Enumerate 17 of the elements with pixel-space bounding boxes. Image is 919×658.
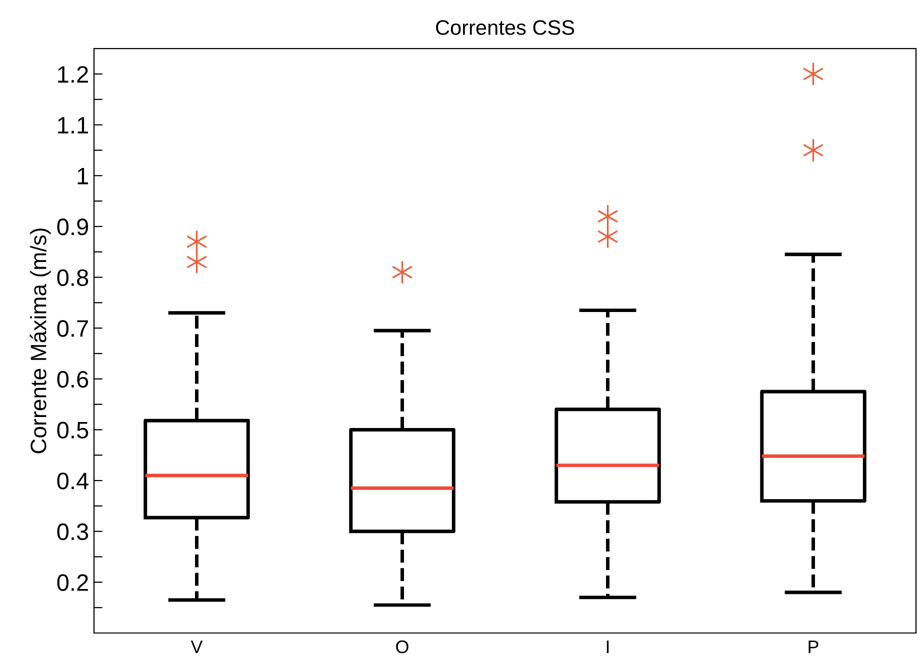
y-axis-title: Corrente Máxima (m/s) [30,228,51,454]
y-tick-label: 1.2 [58,66,88,83]
y-tick-label: 0.2 [57,574,88,591]
x-tick-label: V [190,640,203,654]
y-tick-label: 0.4 [57,472,88,490]
x-tick-label: I [606,640,609,654]
y-tick-label: 0.8 [57,269,88,286]
y-tick-label: 0.9 [57,218,88,236]
x-tick-label: O [396,640,408,654]
chart-title: Correntes CSS [436,20,574,35]
x-tick-label: P [808,640,818,654]
y-tick-label: 0.5 [57,422,88,439]
y-tick-label: 0.3 [57,523,88,540]
y-tick-label: 1.1 [58,117,88,134]
y-tick-label: 0.7 [57,320,88,337]
y-tick-label: 1 [78,168,88,184]
y-tick-label: 0.6 [57,370,88,388]
